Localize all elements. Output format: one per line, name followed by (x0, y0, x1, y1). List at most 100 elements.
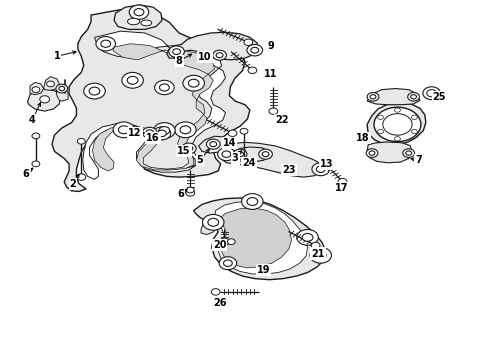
Ellipse shape (127, 18, 140, 25)
Circle shape (247, 198, 258, 206)
Circle shape (222, 151, 231, 157)
Circle shape (47, 81, 54, 87)
Text: 1: 1 (53, 51, 60, 61)
Polygon shape (114, 5, 162, 30)
Circle shape (316, 251, 326, 259)
Circle shape (302, 233, 313, 241)
Circle shape (158, 130, 166, 136)
Circle shape (394, 136, 400, 141)
Text: 5: 5 (196, 155, 203, 165)
Text: 6: 6 (23, 168, 29, 179)
Polygon shape (44, 77, 59, 90)
Circle shape (411, 95, 416, 99)
Circle shape (134, 9, 144, 16)
Circle shape (127, 76, 138, 84)
Circle shape (223, 260, 232, 266)
Circle shape (259, 149, 272, 159)
Circle shape (211, 289, 220, 295)
Text: 21: 21 (312, 248, 325, 258)
Polygon shape (93, 44, 215, 171)
Circle shape (181, 143, 196, 154)
Circle shape (174, 122, 196, 138)
Circle shape (159, 127, 170, 134)
Circle shape (208, 219, 219, 226)
Circle shape (96, 37, 116, 51)
Circle shape (244, 39, 253, 45)
Circle shape (159, 84, 169, 91)
Circle shape (89, 87, 100, 95)
Circle shape (366, 149, 378, 157)
Text: 14: 14 (222, 139, 236, 148)
Polygon shape (215, 202, 308, 274)
Circle shape (77, 174, 86, 180)
Circle shape (370, 95, 376, 99)
Circle shape (237, 152, 244, 157)
Circle shape (186, 187, 194, 193)
Circle shape (262, 152, 269, 157)
Circle shape (206, 139, 220, 149)
Circle shape (297, 229, 318, 245)
Circle shape (186, 190, 195, 196)
Circle shape (406, 151, 412, 155)
Circle shape (129, 5, 149, 19)
Circle shape (169, 46, 184, 57)
Polygon shape (167, 32, 259, 60)
Text: 24: 24 (242, 158, 256, 168)
Circle shape (216, 53, 223, 58)
Text: 19: 19 (257, 265, 270, 275)
Ellipse shape (141, 20, 152, 26)
Circle shape (146, 130, 154, 135)
Polygon shape (83, 31, 225, 179)
Circle shape (374, 107, 421, 141)
Circle shape (113, 122, 135, 138)
Circle shape (56, 84, 68, 93)
Circle shape (180, 126, 191, 134)
Circle shape (143, 127, 157, 138)
Text: 23: 23 (282, 165, 296, 175)
Text: 7: 7 (415, 155, 422, 165)
Circle shape (367, 93, 379, 101)
Text: 15: 15 (177, 146, 191, 156)
Text: 18: 18 (356, 133, 370, 143)
Circle shape (185, 145, 193, 151)
Text: 25: 25 (433, 92, 446, 102)
Polygon shape (221, 142, 323, 177)
Circle shape (59, 86, 65, 91)
Circle shape (219, 257, 237, 270)
Text: 4: 4 (29, 115, 36, 125)
Circle shape (32, 161, 40, 167)
Text: 6: 6 (177, 189, 184, 199)
Circle shape (101, 40, 111, 47)
Text: 12: 12 (128, 129, 142, 138)
Polygon shape (56, 87, 68, 101)
Circle shape (84, 83, 105, 99)
Circle shape (77, 138, 85, 144)
Text: 9: 9 (267, 41, 274, 50)
Circle shape (408, 93, 419, 101)
Circle shape (248, 67, 257, 73)
Circle shape (153, 127, 171, 140)
Circle shape (423, 87, 441, 100)
Text: 3: 3 (232, 153, 239, 163)
Circle shape (269, 108, 278, 114)
Circle shape (227, 239, 235, 244)
Polygon shape (30, 82, 44, 95)
Circle shape (394, 108, 400, 112)
Polygon shape (426, 89, 438, 98)
Circle shape (251, 47, 259, 53)
Circle shape (202, 215, 224, 230)
Circle shape (312, 163, 330, 176)
Circle shape (172, 49, 180, 54)
Text: 13: 13 (320, 159, 334, 169)
Text: 11: 11 (264, 69, 277, 79)
Circle shape (188, 79, 199, 87)
Circle shape (317, 166, 325, 172)
Circle shape (310, 247, 331, 263)
Circle shape (228, 130, 237, 136)
Circle shape (427, 90, 437, 97)
Circle shape (210, 141, 217, 147)
Circle shape (378, 115, 384, 120)
Circle shape (240, 129, 248, 134)
Polygon shape (194, 198, 326, 280)
Polygon shape (27, 89, 60, 111)
